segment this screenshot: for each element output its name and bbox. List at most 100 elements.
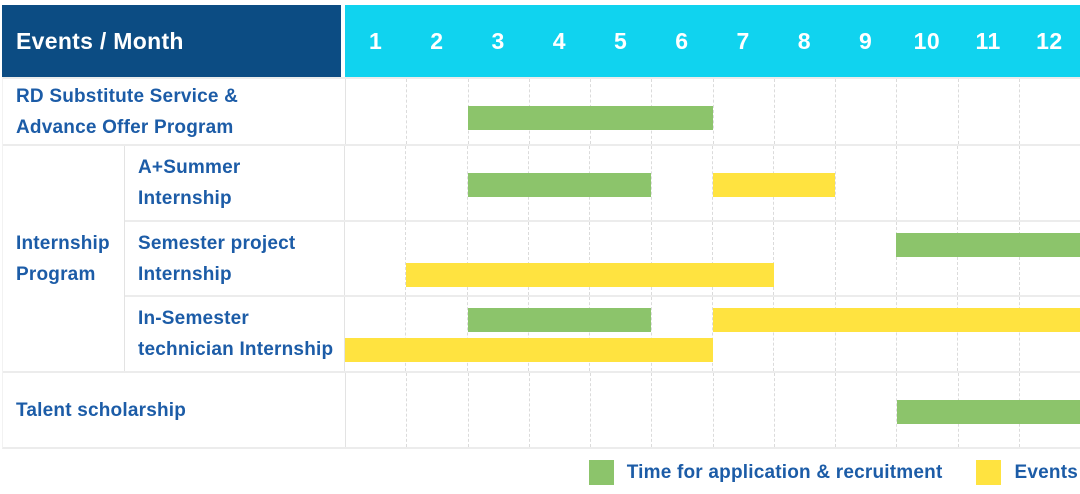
month-column: [1018, 222, 1080, 295]
events-month-table: Events / Month 1 2 3 4 5 6 7 8 9 10 11 1…: [2, 5, 1080, 449]
month-column: [1018, 146, 1080, 220]
group-internship-program: Internship Program A+Summer Internship: [3, 144, 1080, 371]
month-column: [589, 297, 650, 371]
month-header-cell: 7: [736, 27, 750, 54]
legend-item-application-recruitment: Time for application & recruitment: [588, 460, 943, 485]
month-column: [406, 79, 467, 144]
row-label-line: Internship: [138, 263, 232, 285]
row-label: Semester project Internship: [125, 222, 344, 295]
row-timeline: [345, 373, 1080, 447]
row-label-line: technician Internship: [138, 339, 334, 360]
month-column: [346, 373, 406, 447]
month-column: [957, 146, 1018, 220]
gantt-bar-green: [896, 233, 1080, 257]
month-header-cell: 1: [368, 27, 383, 54]
month-column: [957, 222, 1018, 295]
table-row-in-semester-technician: In-Semester technician Internship: [125, 295, 1080, 371]
gantt-bar-green: [468, 106, 713, 130]
month-gridlines: [345, 297, 1080, 371]
month-header-cell: 11: [975, 27, 1001, 54]
month-column: [466, 297, 528, 371]
month-column: [527, 222, 589, 295]
month-column: [467, 79, 529, 144]
month-column: [711, 146, 773, 220]
row-label: In-Semester technician Internship: [125, 297, 344, 371]
gantt-bar-green: [467, 173, 652, 197]
month-column: [835, 373, 896, 447]
month-column: [773, 79, 835, 144]
month-column: [650, 297, 712, 371]
month-column: [957, 297, 1018, 371]
gantt-bar-yellow: [406, 263, 774, 287]
legend-label: Events: [1014, 461, 1078, 483]
legend: Time for application & recruitment Event…: [588, 460, 1078, 485]
month-column: [834, 146, 896, 220]
month-column: [345, 146, 405, 220]
month-gridlines: [345, 222, 1080, 295]
month-column: [773, 222, 834, 295]
row-label: Talent scholarship: [3, 373, 345, 447]
row-label-line: A+Summer: [138, 157, 241, 178]
month-column: [650, 146, 712, 220]
table-body: RD Substitute Service & Advance Offer Pr…: [2, 77, 1080, 449]
month-gridlines: [346, 79, 1080, 144]
row-label-line: In-Semester: [138, 308, 249, 329]
green-swatch-icon: [588, 460, 614, 485]
month-column: [651, 373, 712, 447]
legend-item-events: Events: [976, 460, 1078, 485]
month-column: [406, 373, 467, 447]
month-header-cell: 8: [797, 27, 812, 54]
header-title-cell: Events / Month: [2, 5, 341, 77]
month-column: [466, 146, 528, 220]
legend-label: Time for application & recruitment: [626, 461, 943, 483]
month-column: [896, 79, 957, 144]
month-column: [773, 297, 834, 371]
month-column: [405, 222, 466, 295]
month-column: [1018, 297, 1080, 371]
table-header: Events / Month 1 2 3 4 5 6 7 8 9 10 11 1…: [2, 5, 1080, 77]
month-column: [467, 373, 529, 447]
month-column: [835, 79, 896, 144]
month-column: [590, 373, 651, 447]
row-timeline: [345, 79, 1080, 144]
row-timeline: [344, 222, 1080, 295]
row-label-line: Talent scholarship: [16, 399, 187, 421]
month-column: [957, 79, 1019, 144]
month-column: [895, 222, 957, 295]
month-header-cell: 2: [430, 27, 444, 54]
month-column: [895, 146, 957, 220]
month-header-cell: 3: [491, 27, 505, 54]
gantt-bar-yellow: [712, 308, 1080, 332]
table-row-semester-project: Semester project Internship: [125, 220, 1080, 295]
row-label-line: RD Substitute Service &: [16, 85, 239, 107]
month-column: [834, 222, 896, 295]
month-column: [466, 222, 528, 295]
month-column: [346, 79, 406, 144]
gantt-bar-green: [467, 308, 652, 332]
month-column: [1018, 79, 1080, 144]
month-header-cell: 12: [1036, 27, 1063, 54]
month-column: [650, 222, 712, 295]
month-column: [405, 297, 466, 371]
month-column: [711, 297, 773, 371]
month-header-cell: 5: [613, 27, 628, 54]
row-label-line: Internship: [138, 188, 232, 209]
month-column: [528, 373, 590, 447]
month-column: [589, 222, 650, 295]
gantt-bar-yellow: [712, 173, 835, 197]
gantt-bar-yellow: [345, 338, 713, 362]
month-column: [773, 373, 835, 447]
month-header-cell: 4: [552, 27, 567, 54]
month-column: [712, 79, 774, 144]
header-title: Events / Month: [16, 27, 184, 54]
row-timeline: [344, 297, 1080, 371]
yellow-swatch-icon: [976, 460, 1002, 485]
row-label-line: Semester project: [138, 232, 296, 254]
group-label-line: Internship: [16, 232, 110, 254]
month-header-cell: 10: [913, 27, 941, 54]
month-column: [345, 222, 405, 295]
month-column: [895, 297, 957, 371]
table-row-a-plus-summer: A+Summer Internship: [125, 146, 1080, 220]
month-header-row: 1 2 3 4 5 6 7 8 9 10 11 12: [345, 5, 1080, 77]
